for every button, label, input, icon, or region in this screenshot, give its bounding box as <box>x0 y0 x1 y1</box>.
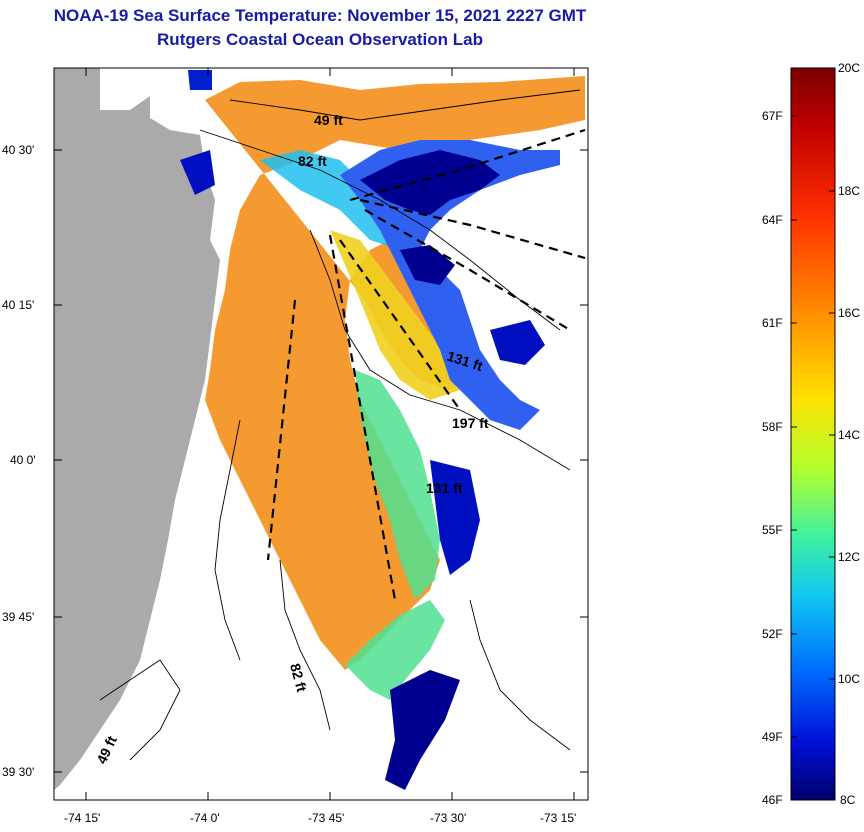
lat-label-40-30: 40 30' <box>2 143 34 157</box>
sst-cold-region <box>360 150 500 215</box>
land-mass <box>54 68 220 790</box>
map-frame <box>53 67 589 801</box>
colorbar-f-58: 58F <box>762 420 783 434</box>
map-plot-area: 49 ft 82 ft 131 ft 197 ft 131 ft 82 ft 4… <box>54 68 588 800</box>
lat-label-39-30: 39 30' <box>2 765 34 779</box>
lat-label-40-0: 40 0' <box>10 453 36 467</box>
colorbar-f-61: 61F <box>762 316 783 330</box>
depth-label-197ft: 197 ft <box>452 415 489 431</box>
sst-cold-region-7 <box>188 70 212 90</box>
map-title: NOAA-19 Sea Surface Temperature: Novembe… <box>53 6 587 25</box>
lon-label-73-15: -73 15' <box>540 811 576 825</box>
lon-label-73-45: -73 45' <box>308 811 344 825</box>
colorbar-c-20: 20C <box>838 61 860 75</box>
sst-cold-region-2 <box>400 245 455 285</box>
depth-label-82ft: 82 ft <box>298 153 327 169</box>
sst-green-band <box>355 370 440 600</box>
colorbar-c-18: 18C <box>838 184 860 198</box>
lat-label-39-45: 39 45' <box>2 610 34 624</box>
colorbar-c-16: 16C <box>838 306 860 320</box>
colorbar <box>790 67 836 801</box>
colorbar-f-55: 55F <box>762 523 783 537</box>
sst-transition-band <box>330 230 460 400</box>
axis-ticks <box>54 68 588 800</box>
colorbar-c-14: 14C <box>838 428 860 442</box>
lon-label-73-30: -73 30' <box>430 811 466 825</box>
colorbar-c-8: 8C <box>840 793 856 807</box>
shipping-lanes <box>266 128 586 601</box>
colorbar-f-52: 52F <box>762 627 783 641</box>
lon-label-74-0: -74 0' <box>190 811 220 825</box>
map-subtitle: Rutgers Coastal Ocean Observation Lab <box>157 30 483 49</box>
sst-warm-region <box>205 76 585 670</box>
sst-cold-region-6 <box>180 150 215 195</box>
colorbar-f-46: 46F <box>762 793 783 807</box>
sst-green-band-2 <box>345 600 445 700</box>
sst-cool-region <box>340 140 560 430</box>
bathymetry-contours <box>99 89 581 761</box>
colorbar-f-67: 67F <box>762 109 783 123</box>
depth-label-131ft-south: 131 ft <box>426 480 463 496</box>
lon-label-74-15: -74 15' <box>64 811 100 825</box>
depth-label-82ft-south: 82 ft <box>287 662 310 694</box>
colorbar-c-10: 10C <box>838 672 860 686</box>
colorbar-f-49: 49F <box>762 730 783 744</box>
sst-cold-region-3 <box>490 320 545 365</box>
sst-cold-region-4 <box>430 460 480 575</box>
colorbar-f-64: 64F <box>762 213 783 227</box>
colorbar-ticks <box>791 115 835 738</box>
depth-label-49ft: 49 ft <box>314 112 343 128</box>
lat-label-40-15: 40 15' <box>2 298 34 312</box>
colorbar-c-12: 12C <box>838 550 860 564</box>
sst-cold-region-5 <box>385 670 460 790</box>
